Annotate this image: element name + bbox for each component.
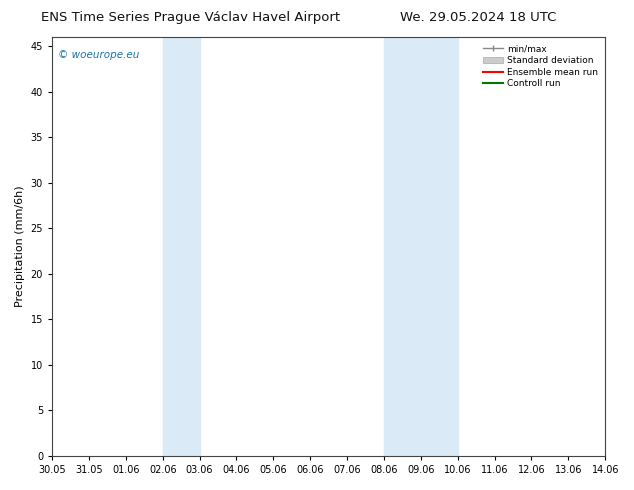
Y-axis label: Precipitation (mm/6h): Precipitation (mm/6h) <box>15 186 25 307</box>
Text: © woeurope.eu: © woeurope.eu <box>58 49 139 60</box>
Bar <box>163 37 200 456</box>
Legend: min/max, Standard deviation, Ensemble mean run, Controll run: min/max, Standard deviation, Ensemble me… <box>480 42 601 91</box>
Text: We. 29.05.2024 18 UTC: We. 29.05.2024 18 UTC <box>401 11 557 24</box>
Bar <box>384 37 458 456</box>
Text: ENS Time Series Prague Václav Havel Airport: ENS Time Series Prague Václav Havel Airp… <box>41 11 340 24</box>
